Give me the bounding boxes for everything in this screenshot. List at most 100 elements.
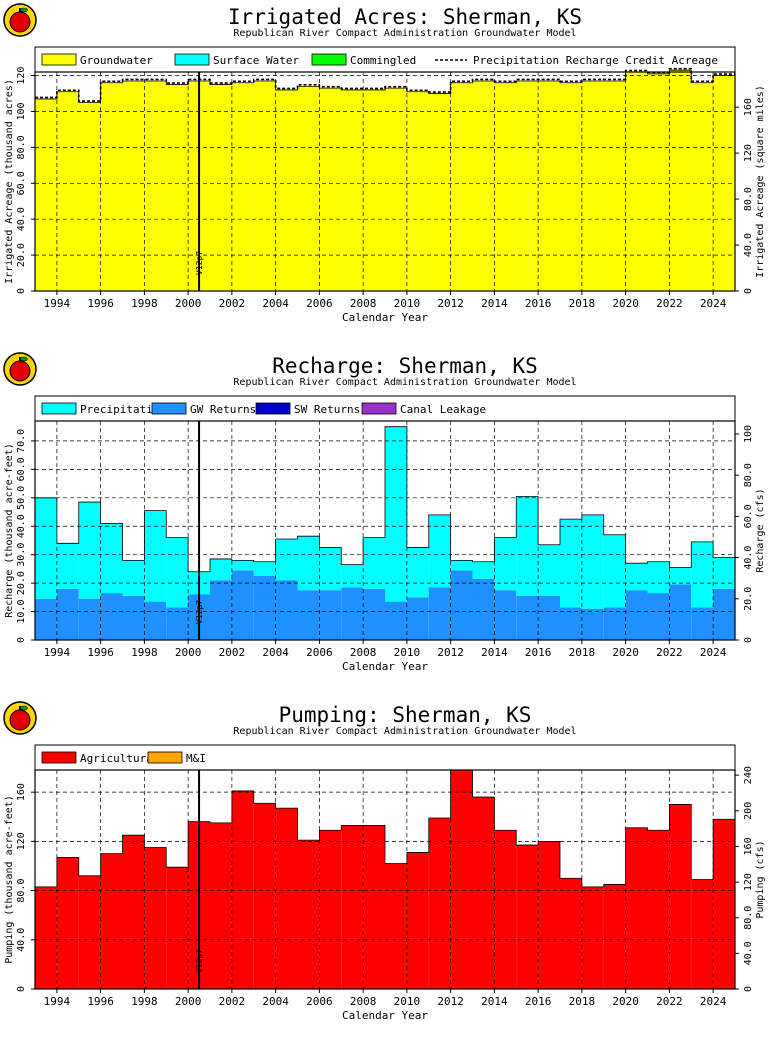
bar-agricultural-2017	[560, 878, 582, 989]
bar-gw-returns-2022	[669, 584, 692, 640]
x-tick-label: 2024	[700, 646, 727, 659]
x-tick-label: 2020	[612, 995, 639, 1008]
bar-groundwater-1993	[35, 98, 57, 291]
y-right-tick-label: 40.0	[743, 233, 754, 257]
y-tick-label: 40.0	[16, 207, 27, 231]
bar-precipitation-1996	[100, 523, 123, 594]
bar-precipitation-1998	[144, 510, 167, 602]
x-tick-label: 2016	[525, 646, 552, 659]
legend-label: Canal Leakage	[400, 403, 486, 416]
bar-agricultural-2013	[472, 797, 495, 989]
bar-agricultural-1999	[166, 867, 189, 989]
y-tick-label: 10.0	[16, 600, 27, 624]
x-tick-label: 2000	[175, 297, 202, 310]
y-axis-label: Pumping (thousand acre-feet)	[4, 795, 15, 964]
logo-apple	[9, 709, 31, 731]
bar-groundwater-2015	[516, 80, 539, 292]
y-right-tick-label: 80.0	[743, 906, 754, 930]
x-axis-label: Calendar Year	[342, 660, 428, 673]
bar-groundwater-2006	[319, 88, 342, 292]
bar-gw-returns-1994	[56, 588, 79, 640]
x-tick-label: 2020	[612, 646, 639, 659]
bar-agricultural-2023	[691, 879, 714, 989]
bar-agricultural-2021	[647, 830, 670, 989]
bar-agricultural-2004	[275, 808, 298, 989]
bar-agricultural-2005	[297, 840, 320, 989]
bar-groundwater-2002	[231, 82, 254, 291]
bar-gw-returns-1997	[122, 595, 145, 640]
bar-precipitation-2012	[450, 560, 473, 571]
bar-gw-returns-2023	[691, 607, 714, 640]
y-right-tick-label: 240	[743, 766, 754, 784]
bar-gw-returns-2021	[647, 593, 670, 640]
bar-groundwater-2017	[560, 82, 582, 291]
legend-item-gw-returns: GW Returns	[151, 402, 256, 416]
x-tick-label: 2010	[394, 646, 421, 659]
legend-swatch	[151, 402, 187, 415]
y-tick-label: 70.0	[16, 429, 27, 453]
y-tick-label: 0	[16, 288, 27, 294]
bar-precipitation-2009	[385, 426, 407, 602]
bar-groundwater-2005	[297, 86, 320, 291]
x-tick-label: 1994	[44, 646, 71, 659]
bar-groundwater-2019	[603, 80, 626, 292]
bar-groundwater-2018	[581, 80, 604, 292]
bar-precipitation-2006	[319, 547, 342, 591]
bar-gw-returns-2016	[538, 595, 560, 640]
x-tick-label: 2004	[262, 297, 289, 310]
bar-precipitation-1997	[122, 560, 145, 596]
bar-precipitation-2002	[231, 560, 254, 571]
bar-gw-returns-2014	[494, 590, 517, 640]
bar-agricultural-1993	[35, 886, 57, 989]
x-tick-label: 2024	[700, 297, 727, 310]
apple-logo-icon	[3, 3, 37, 37]
y-right-tick-label: 100	[743, 425, 754, 443]
legend-label: Agricultural	[80, 752, 159, 765]
x-tick-label: 2000	[175, 646, 202, 659]
bar-agricultural-2011	[428, 817, 451, 989]
bar-groundwater-2001	[210, 84, 232, 291]
x-tick-label: 2002	[219, 995, 246, 1008]
x-tick-label: 2022	[656, 995, 683, 1008]
bar-groundwater-2011	[428, 93, 451, 291]
x-tick-label: 2024	[700, 995, 727, 1008]
bar-gw-returns-2003	[253, 576, 276, 640]
bar-precipitation-2023	[691, 541, 714, 608]
y-tick-label: 60.0	[16, 457, 27, 481]
bar-precipitation-2010	[406, 547, 429, 598]
legend-label: Precipitation	[80, 403, 166, 416]
legend-item-commingled: Commingled	[311, 53, 416, 67]
chart-title: Irrigated Acres: Sherman, KS	[228, 5, 582, 29]
x-axis-label: Calendar Year	[342, 311, 428, 324]
bar-agricultural-1995	[78, 875, 101, 989]
x-tick-label: 2000	[175, 995, 202, 1008]
legend-label: M&I	[186, 752, 206, 765]
y-tick-label: 50.0	[16, 486, 27, 510]
y-axis-right-label: Irrigated Acreage (square miles)	[755, 85, 766, 278]
chart-panel-recharge: Recharge: Sherman, KS Republican River Co…	[0, 349, 768, 690]
x-tick-label: 1998	[131, 297, 158, 310]
legend-item-sw-returns: SW Returns	[255, 402, 360, 416]
bar-gw-returns-2002	[231, 570, 254, 640]
legend-label: SW Returns	[294, 403, 360, 416]
bar-agricultural-2010	[406, 852, 429, 989]
y-right-tick-label: 80.0	[743, 187, 754, 211]
logo-leaf	[20, 356, 28, 362]
bar-gw-returns-2017	[560, 607, 582, 640]
bar-groundwater-2009	[385, 88, 407, 292]
chart-subtitle: Republican River Compact Administration …	[233, 28, 576, 39]
y-right-tick-label: 80.0	[743, 463, 754, 487]
bar-agricultural-2006	[319, 830, 342, 989]
x-tick-label: 1996	[87, 297, 114, 310]
x-tick-label: 2012	[437, 297, 464, 310]
legend-label: Commingled	[350, 54, 416, 67]
bar-groundwater-1999	[166, 84, 189, 291]
y-right-tick-label: 120	[743, 873, 754, 891]
x-tick-label: 2004	[262, 646, 289, 659]
legend-item-precipitation-recharge-credit-acreage: Precipitation Recharge Credit Acreage	[435, 54, 718, 67]
bar-gw-returns-2024	[713, 588, 735, 640]
bar-groundwater-2022	[669, 70, 692, 291]
y-axis-label: Irrigated Acreage (thousand acres)	[4, 79, 15, 284]
legend-box	[34, 46, 736, 73]
x-tick-label: 2012	[437, 995, 464, 1008]
